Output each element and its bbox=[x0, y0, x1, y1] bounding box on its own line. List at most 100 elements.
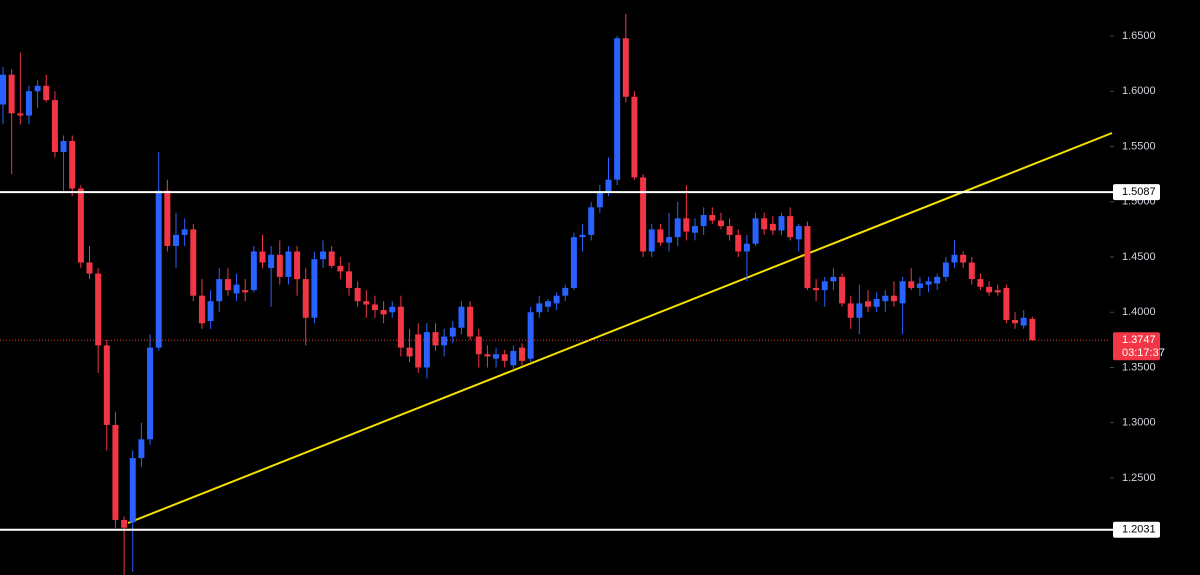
candle-body bbox=[242, 290, 249, 293]
candle-body bbox=[276, 254, 283, 277]
candle-body bbox=[224, 279, 231, 291]
candle-body bbox=[570, 237, 577, 288]
candle-body bbox=[302, 279, 309, 318]
candle-body bbox=[1029, 318, 1036, 341]
candle-body bbox=[95, 273, 102, 346]
y-tick-label: 1.5500 bbox=[1122, 140, 1156, 152]
candle-body bbox=[207, 301, 214, 322]
candle-body bbox=[129, 458, 136, 523]
candle-body bbox=[873, 298, 880, 307]
candle-body bbox=[43, 85, 50, 101]
candle-body bbox=[605, 179, 612, 193]
candle-body bbox=[164, 190, 171, 246]
candle-body bbox=[86, 262, 93, 274]
candle-body bbox=[320, 251, 327, 260]
candle-body bbox=[103, 345, 110, 425]
candle-body bbox=[510, 350, 517, 366]
y-tick-label: 1.6500 bbox=[1122, 30, 1156, 42]
candle-body bbox=[666, 237, 673, 243]
candle-body bbox=[441, 336, 448, 346]
y-tick-label: 1.6000 bbox=[1122, 85, 1156, 97]
candle-body bbox=[622, 38, 629, 97]
candle-body bbox=[536, 303, 543, 313]
candle-body bbox=[865, 301, 871, 307]
candle-body bbox=[579, 234, 586, 238]
candle-body bbox=[60, 140, 67, 153]
candle-body bbox=[882, 295, 889, 302]
candle-body bbox=[640, 177, 647, 252]
candle-body bbox=[752, 218, 759, 244]
y-tick-label: 1.4500 bbox=[1122, 251, 1156, 263]
candle-body bbox=[415, 334, 422, 368]
candle-body bbox=[1012, 319, 1019, 324]
candle-body bbox=[700, 215, 707, 227]
candle-body bbox=[951, 254, 958, 263]
candle-body bbox=[683, 218, 690, 232]
candle-body bbox=[233, 284, 240, 294]
candle-body bbox=[294, 251, 301, 280]
candle-body bbox=[890, 295, 897, 302]
candle-body bbox=[449, 327, 456, 337]
candle-body bbox=[467, 306, 474, 337]
candle-body bbox=[1003, 287, 1010, 320]
candle-body bbox=[190, 229, 197, 296]
candle-body bbox=[692, 226, 698, 233]
candle-body bbox=[1020, 317, 1027, 326]
candle-body bbox=[173, 234, 179, 246]
countdown-label: 03:17:37 bbox=[1122, 347, 1165, 359]
candle-body bbox=[121, 519, 128, 528]
candle-body bbox=[268, 254, 275, 269]
candle-body bbox=[0, 74, 6, 105]
y-tick-label: 1.4000 bbox=[1122, 306, 1156, 318]
candle-body bbox=[614, 38, 621, 180]
candle-body bbox=[743, 243, 750, 252]
candle-body bbox=[899, 281, 906, 304]
candle-body bbox=[942, 262, 949, 277]
candle-body bbox=[138, 439, 145, 459]
candle-body bbox=[795, 226, 802, 240]
trend-line bbox=[127, 132, 1113, 524]
candle-body bbox=[371, 304, 378, 311]
candle-body bbox=[458, 306, 465, 328]
candle-body bbox=[596, 192, 603, 208]
level-label-box bbox=[1113, 521, 1160, 538]
candle-body bbox=[34, 85, 41, 92]
candle-body bbox=[821, 281, 828, 291]
candle-body bbox=[726, 226, 733, 235]
y-tick-label: 1.3000 bbox=[1122, 417, 1156, 429]
last-price-box bbox=[1113, 332, 1160, 361]
candle-body bbox=[519, 347, 525, 361]
candle-body bbox=[804, 226, 811, 288]
candle-body bbox=[761, 218, 768, 230]
candle-body bbox=[155, 190, 162, 348]
candle-body bbox=[77, 188, 84, 263]
y-tick-label: 1.2500 bbox=[1122, 472, 1156, 484]
candle-body bbox=[562, 287, 569, 296]
candle-body bbox=[960, 254, 967, 263]
candle-body bbox=[51, 100, 58, 153]
candle-body bbox=[216, 279, 223, 302]
candle-body bbox=[112, 424, 119, 520]
level-label: 1.2031 bbox=[1122, 524, 1156, 536]
candle-body bbox=[380, 310, 387, 315]
candle-body bbox=[977, 279, 984, 287]
candle-body bbox=[328, 251, 335, 266]
candle-body bbox=[648, 229, 655, 252]
candle-body bbox=[25, 91, 32, 116]
candle-body bbox=[363, 301, 370, 305]
candle-body bbox=[8, 74, 15, 114]
candle-body bbox=[389, 306, 396, 313]
candle-body bbox=[527, 312, 534, 359]
candle-body bbox=[501, 354, 508, 361]
level-label-box bbox=[1113, 184, 1160, 201]
candle-body bbox=[432, 332, 439, 346]
candle-body bbox=[181, 229, 188, 235]
candle-body bbox=[709, 215, 716, 221]
candle-body bbox=[259, 251, 266, 263]
candle-body bbox=[657, 229, 664, 243]
candle-body bbox=[839, 276, 846, 304]
candle-body bbox=[337, 265, 344, 272]
candle-body bbox=[674, 218, 681, 238]
level-label: 1.5087 bbox=[1122, 186, 1156, 198]
candle-body bbox=[916, 283, 923, 288]
